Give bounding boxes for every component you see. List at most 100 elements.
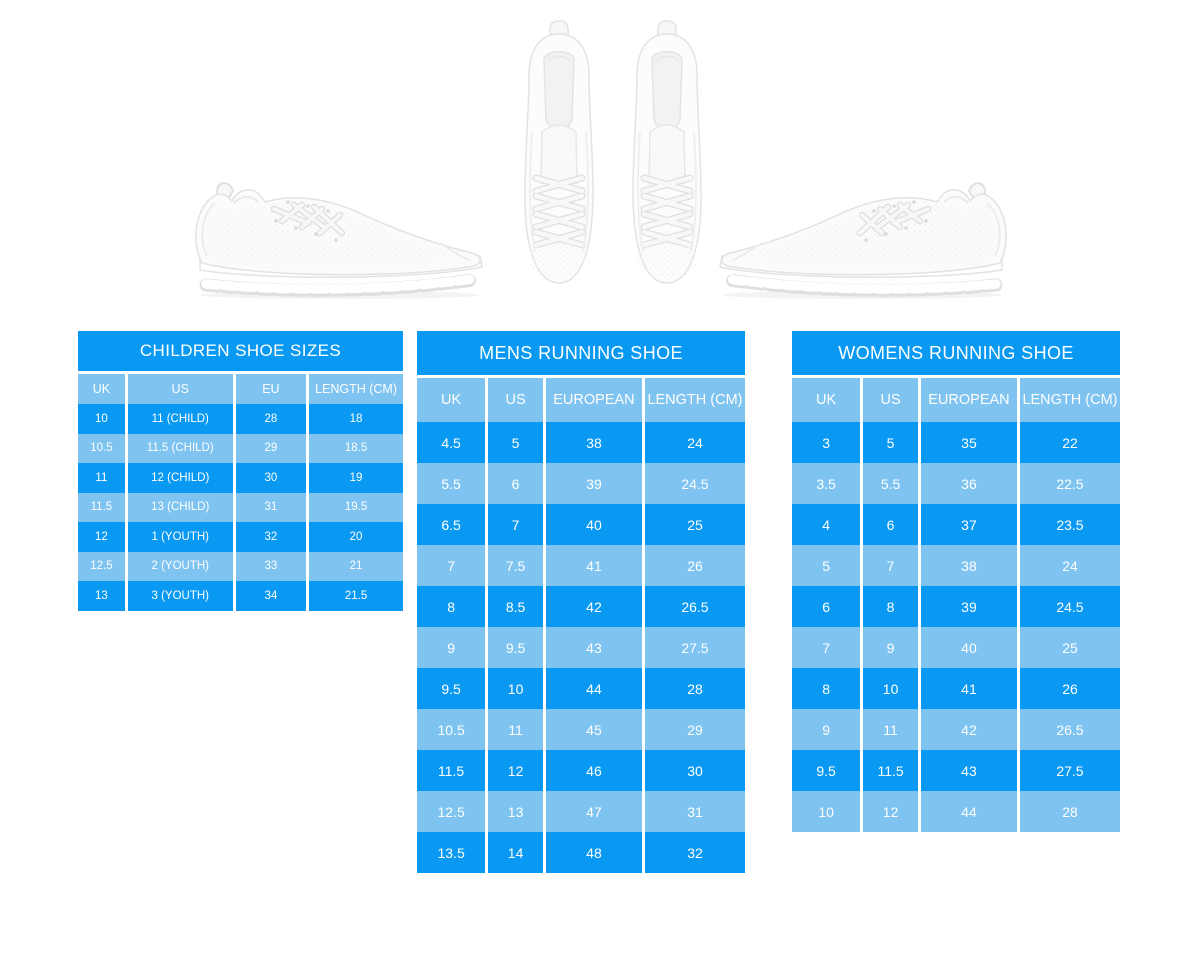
table-cell: 44 <box>542 668 642 709</box>
table-cell: 10 <box>860 668 918 709</box>
table-cell: 26.5 <box>1016 709 1120 750</box>
table-row: 7 9 40 25 <box>792 627 1120 668</box>
womens-running-shoe-table: WOMENS RUNNING SHOE UK US EUROPEAN LENGTH (… <box>792 331 1120 832</box>
table-row: 9.5 11.5 43 27.5 <box>792 750 1120 791</box>
table-cell: 40 <box>542 504 642 545</box>
table-cell: 11 <box>860 709 918 750</box>
table-cell: 31 <box>641 791 745 832</box>
table-row: 9.5 10 44 28 <box>417 668 745 709</box>
table-cell: 34 <box>232 581 306 611</box>
table-row: 8 10 41 26 <box>792 668 1120 709</box>
column-header: EU <box>232 374 306 404</box>
table-header-row: UK US EUROPEAN LENGTH (CM) <box>417 378 745 422</box>
table-cell: 41 <box>917 668 1017 709</box>
table-cell: 45 <box>542 709 642 750</box>
table-cell: 13 <box>485 791 543 832</box>
table-cell: 38 <box>917 545 1017 586</box>
table-cell: 8.5 <box>485 586 543 627</box>
table-row: 12 1 (YOUTH) 32 20 <box>78 522 403 552</box>
table-body: 3 5 35 22 3.5 5.5 36 22.5 4 6 37 23.5 5 7 38 24 6 8 39 24.5… <box>792 422 1120 832</box>
table-cell: 9 <box>822 721 830 738</box>
table-cell: 13.5 <box>437 844 465 861</box>
table-cell: 3 (YOUTH) <box>124 581 233 611</box>
table-cell: 8 <box>447 598 455 615</box>
table-cell: 9.5 <box>816 762 836 779</box>
table-cell: 2 (YOUTH) <box>124 551 233 581</box>
sneaker-side-view-left-image <box>190 157 490 302</box>
sneaker-side-view-right-image <box>712 157 1012 302</box>
table-cell: 13 <box>95 589 108 602</box>
table-cell: 44 <box>917 791 1017 832</box>
table-cell: 20 <box>306 522 403 552</box>
table-cell: 11.5 (CHILD) <box>124 433 233 463</box>
table-cell: 25 <box>1016 627 1120 668</box>
table-cell: 39 <box>917 586 1017 627</box>
table-row: 5.5 6 39 24.5 <box>417 463 745 504</box>
table-cell: 8 <box>860 586 918 627</box>
table-title: CHILDREN SHOE SIZES <box>78 331 403 374</box>
table-cell: 21 <box>306 551 403 581</box>
table-cell: 13 (CHILD) <box>124 492 233 522</box>
table-body: 10 11 (CHILD) 28 18 10.5 11.5 (CHILD) 29 18.5 11… <box>78 404 403 611</box>
column-header: US <box>124 374 233 404</box>
table-cell: 26 <box>641 545 745 586</box>
table-cell: 14 <box>485 832 543 873</box>
table-row: 3.5 5.5 36 22.5 <box>792 463 1120 504</box>
table-row: 12.5 2 (YOUTH) 33 21 <box>78 551 403 581</box>
table-cell: 26 <box>1016 668 1120 709</box>
table-cell: 7 <box>447 557 455 574</box>
table-cell: 29 <box>641 709 745 750</box>
table-cell: 5 <box>485 422 543 463</box>
table-cell: 41 <box>542 545 642 586</box>
table-cell: 18 <box>306 404 403 434</box>
table-row: 10.5 11 45 29 <box>417 709 745 750</box>
table-cell: 43 <box>542 627 642 668</box>
table-cell: 10.5 <box>437 721 465 738</box>
column-header: US <box>860 378 918 422</box>
table-cell: 22 <box>1016 422 1120 463</box>
table-cell: 7 <box>485 504 543 545</box>
table-row: 9 11 42 26.5 <box>792 709 1120 750</box>
table-title: MENS RUNNING SHOE <box>417 331 745 378</box>
table-cell: 3.5 <box>816 475 836 492</box>
table-cell: 28 <box>641 668 745 709</box>
table-cell: 12 <box>860 791 918 832</box>
table-cell: 11.5 <box>860 750 918 791</box>
table-row: 13.5 14 48 32 <box>417 832 745 873</box>
table-row: 3 5 35 22 <box>792 422 1120 463</box>
table-cell: 10 <box>95 412 108 425</box>
table-cell: 37 <box>917 504 1017 545</box>
table-cell: 6 <box>822 598 830 615</box>
table-cell: 29 <box>232 433 306 463</box>
table-body: 4.5 5 38 24 5.5 6 39 24.5 6.5 7 40 25 7 7.5 41 26 8 8.5 42… <box>417 422 745 873</box>
table-cell: 23.5 <box>1016 504 1120 545</box>
table-row: 10 11 (CHILD) 28 18 <box>78 404 403 434</box>
mens-running-shoe-table: MENS RUNNING SHOE UK US EUROPEAN LENGTH (CM… <box>417 331 745 873</box>
table-cell: 42 <box>917 709 1017 750</box>
table-cell: 7 <box>822 639 830 656</box>
table-row: 6 8 39 24.5 <box>792 586 1120 627</box>
table-row: 10 12 44 28 <box>792 791 1120 832</box>
table-row: 11.5 12 46 30 <box>417 750 745 791</box>
table-cell: 18.5 <box>306 433 403 463</box>
table-cell: 27.5 <box>1016 750 1120 791</box>
column-header: LENGTH (CM) <box>306 374 403 404</box>
column-header: EUROPEAN <box>917 378 1017 422</box>
table-cell: 36 <box>917 463 1017 504</box>
table-cell: 9 <box>860 627 918 668</box>
table-cell: 10 <box>485 668 543 709</box>
table-cell: 10 <box>818 803 834 820</box>
column-header: UK <box>92 382 111 396</box>
table-cell: 48 <box>542 832 642 873</box>
table-row: 8 8.5 42 26.5 <box>417 586 745 627</box>
table-cell: 10.5 <box>90 442 113 455</box>
table-cell: 5 <box>822 557 830 574</box>
table-row: 7 7.5 41 26 <box>417 545 745 586</box>
table-cell: 24.5 <box>641 463 745 504</box>
table-cell: 7 <box>860 545 918 586</box>
table-cell: 3 <box>822 434 830 451</box>
table-cell: 24 <box>1016 545 1120 586</box>
table-cell: 19 <box>306 463 403 493</box>
table-cell: 43 <box>917 750 1017 791</box>
table-cell: 26.5 <box>641 586 745 627</box>
